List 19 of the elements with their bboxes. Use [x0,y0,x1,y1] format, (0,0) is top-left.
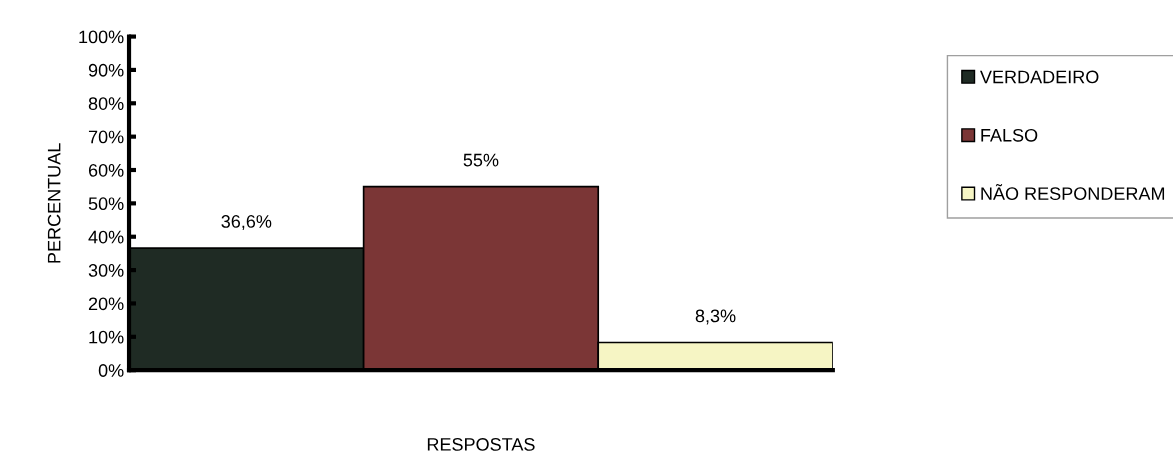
y-tick-label: 20% [88,297,124,311]
legend-label: NÃO RESPONDERAM [981,183,1165,201]
y-tick-label: 10% [89,330,124,344]
data-label: 36,6% [221,215,272,230]
legend-label: VERDADEIRO [980,70,1099,84]
y-tick-label: 60% [88,163,124,177]
y-tick-label: 100% [79,30,124,44]
y-tick-label: 30% [88,264,124,277]
y-tick-label: 50% [88,197,124,211]
y-axis-title: PERCENTUAL [47,143,61,263]
x-axis-title: RESPOSTAS [427,438,535,451]
y-tick-label: 0% [98,364,124,377]
legend-label: FALSO [981,128,1038,142]
data-label: 8,3% [695,309,736,325]
y-tick-label: 80% [88,97,124,110]
y-tick-label: 90% [88,63,124,77]
y-tick-label: 70% [88,130,124,144]
data-label: 55% [463,153,499,167]
y-tick-label: 40% [88,230,124,244]
